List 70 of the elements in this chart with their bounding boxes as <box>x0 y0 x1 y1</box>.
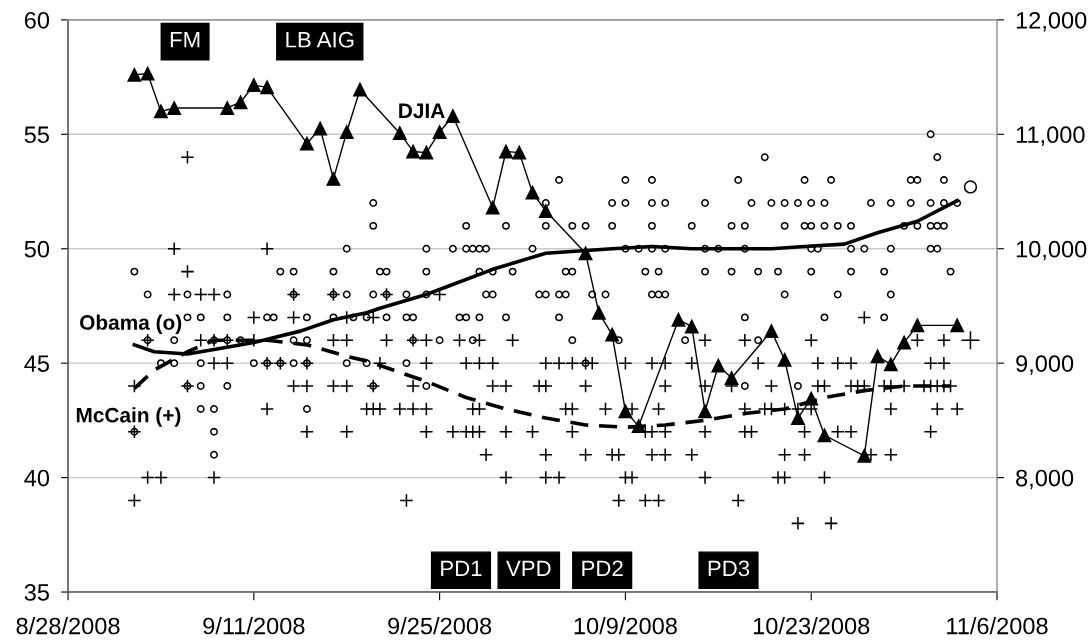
series-label: DJIA <box>399 103 445 119</box>
point <box>631 419 646 434</box>
annotation: VPD <box>506 560 551 577</box>
point <box>512 145 527 160</box>
y2-tick-label: 9,000 <box>1016 355 1074 375</box>
point <box>260 80 275 95</box>
point <box>764 324 779 339</box>
x-tick-label: 11/6/2008 <box>947 617 1048 635</box>
point <box>618 404 633 419</box>
x-tick-label: 9/11/2008 <box>203 617 305 635</box>
point <box>220 101 235 115</box>
annotation: PD2 <box>582 560 623 577</box>
annotation: PD1 <box>441 560 482 577</box>
point <box>578 246 593 261</box>
point <box>684 319 699 334</box>
point <box>804 391 819 406</box>
y-tick-label: 40 <box>24 469 50 487</box>
point <box>153 104 168 119</box>
y-tick-label: 35 <box>24 584 49 601</box>
point <box>392 126 407 141</box>
x-tick-label: 9/25/2008 <box>388 617 492 635</box>
point <box>246 78 261 93</box>
point <box>724 371 739 385</box>
y2-tick-label: 12,000 <box>1016 11 1087 32</box>
point <box>525 185 540 200</box>
point <box>233 95 248 110</box>
point <box>419 145 434 160</box>
point <box>299 136 314 151</box>
point <box>897 335 912 350</box>
point <box>538 204 553 218</box>
y-tick-label: 45 <box>24 355 49 372</box>
point <box>591 305 606 320</box>
y-tick-label: 50 <box>24 240 50 258</box>
point <box>711 358 726 373</box>
point <box>817 428 832 443</box>
point <box>870 349 885 364</box>
y2-tick-label: 10,000 <box>1016 240 1087 261</box>
point <box>777 352 792 367</box>
point <box>353 82 367 97</box>
point <box>698 404 712 419</box>
point <box>313 121 328 136</box>
point <box>950 318 965 333</box>
point <box>671 312 686 327</box>
point <box>605 327 620 342</box>
point <box>499 144 513 159</box>
point <box>910 318 925 333</box>
y2-tick-label: 11,000 <box>1016 126 1085 146</box>
point <box>406 144 421 159</box>
point <box>127 67 142 82</box>
point <box>857 448 872 463</box>
series-label: McCain (+) <box>76 407 181 427</box>
point <box>445 109 460 123</box>
x-tick-label: 8/28/2008 <box>16 617 120 635</box>
point <box>790 411 805 426</box>
point <box>167 101 182 115</box>
x-tick-label: 10/9/2008 <box>574 617 677 635</box>
annotation: PD3 <box>708 560 750 577</box>
x-tick-label: 10/23/2008 <box>753 617 870 635</box>
point <box>326 171 341 186</box>
point <box>485 200 500 215</box>
y-tick-label: 60 <box>24 11 50 29</box>
point <box>883 357 898 372</box>
y-tick-label: 55 <box>24 126 49 144</box>
point <box>339 125 354 139</box>
y2-tick-label: 8,000 <box>1016 469 1074 490</box>
point <box>140 66 155 81</box>
point <box>432 125 447 139</box>
annotation: LB AIG <box>286 31 354 48</box>
annotation: FM <box>170 32 200 48</box>
series-label: Obama (o) <box>80 314 182 334</box>
